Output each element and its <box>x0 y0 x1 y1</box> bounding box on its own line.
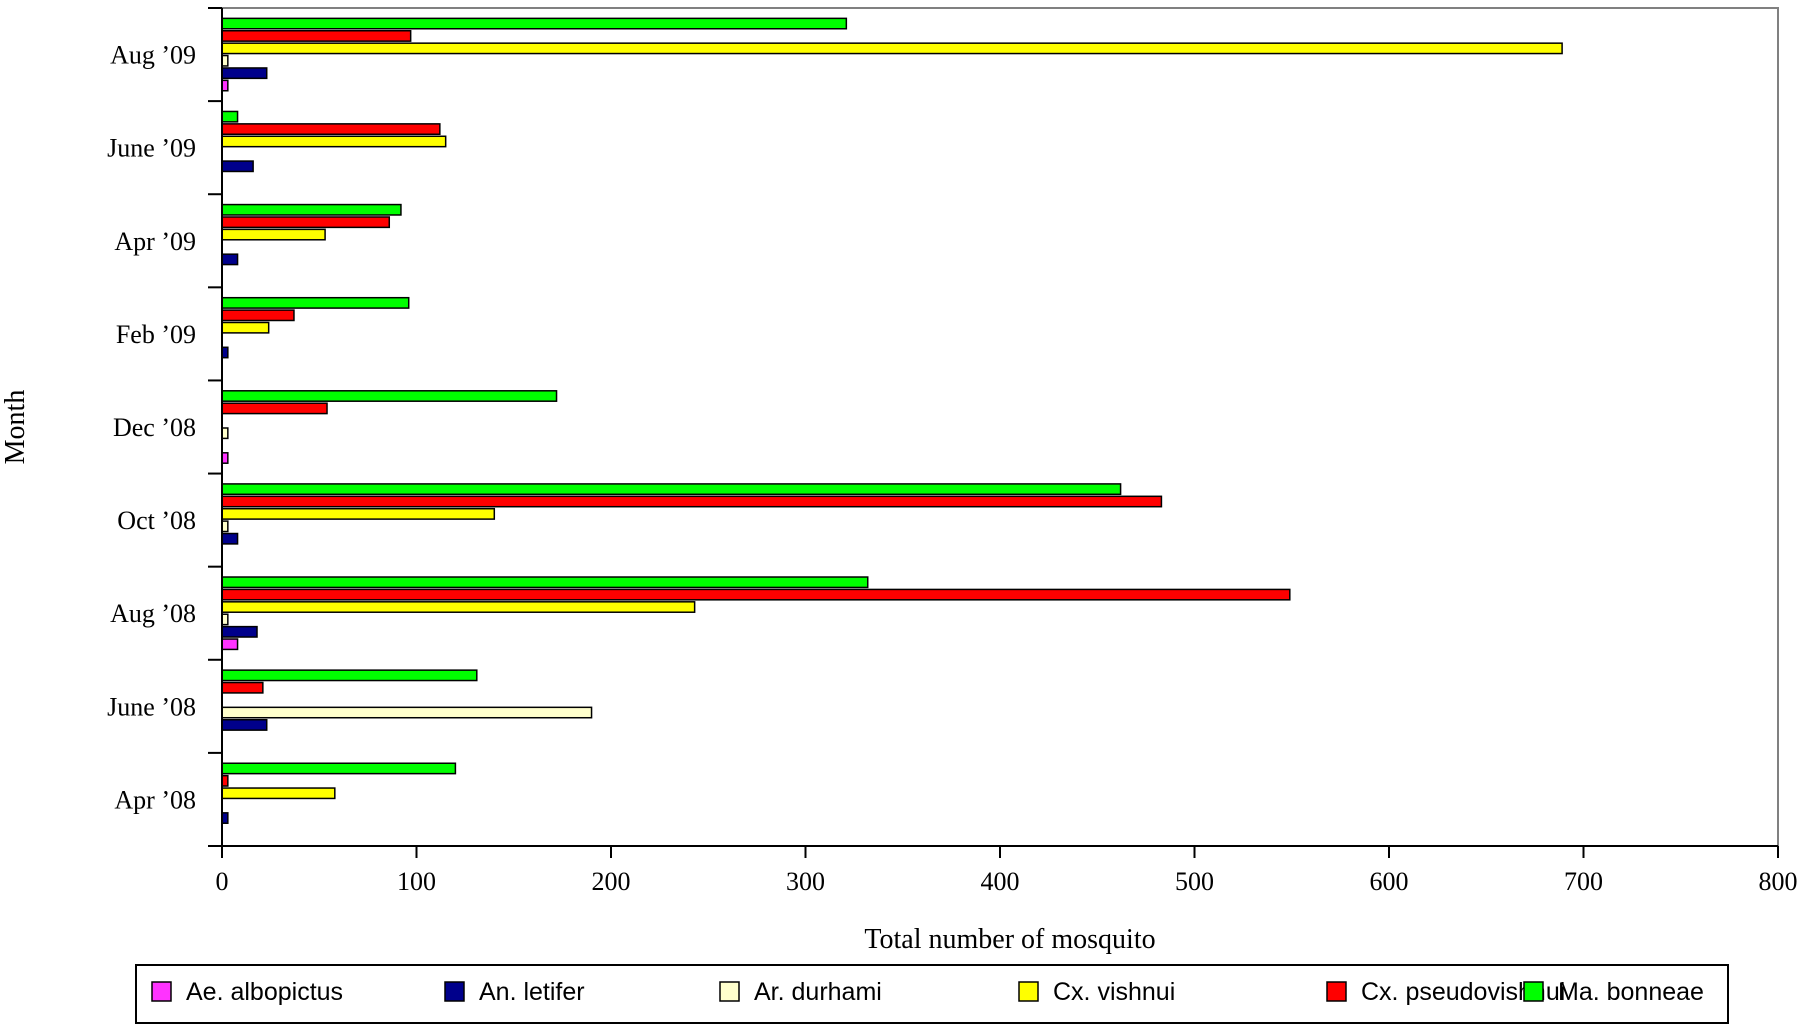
x-tick-label: 100 <box>397 867 436 896</box>
plot-area <box>221 7 1779 847</box>
bar-cx-pseudovishnui <box>221 309 295 322</box>
bars <box>221 17 1563 824</box>
bar-ma-bonneae <box>221 110 239 123</box>
bar-ma-bonneae <box>221 576 869 589</box>
y-tick-label: Apr ’09 <box>114 227 196 256</box>
x-tick-label: 500 <box>1175 867 1214 896</box>
legend-swatch-ar-durhami <box>719 981 740 1002</box>
bar-cx-pseudovishnui <box>221 588 1291 601</box>
bar-cx-pseudovishnui <box>221 216 391 229</box>
bar-cx-pseudovishnui <box>221 402 328 415</box>
legend-swatch-ae-albopictus <box>151 981 172 1002</box>
x-axis: 0 100 200 300 400 500 600 700 800 <box>216 845 1798 896</box>
bar-ae-albopictus <box>221 638 239 651</box>
y-tick-label: Aug ’08 <box>110 599 196 628</box>
x-tick-label: 700 <box>1564 867 1603 896</box>
bar-ma-bonneae <box>221 483 1122 496</box>
bar-ma-bonneae <box>221 17 848 30</box>
legend-label-ae-albopictus: Ae. albopictus <box>186 978 343 1006</box>
bar-ma-bonneae <box>221 390 558 402</box>
bar-an-letifer <box>221 67 268 80</box>
bar-an-letifer <box>221 532 239 545</box>
bar-cx-vishnui <box>221 228 326 241</box>
legend-swatch-cx-vishnui <box>1018 981 1039 1002</box>
y-tick-label: June ’09 <box>107 134 196 163</box>
plot-frame <box>221 7 1779 847</box>
y-axis-title: Month <box>0 390 31 465</box>
bar-cx-vishnui <box>221 135 447 148</box>
legend-box <box>135 964 1729 1024</box>
x-tick-label: 300 <box>786 867 825 896</box>
x-tick-label: 600 <box>1370 867 1409 896</box>
bar-cx-pseudovishnui <box>221 681 264 694</box>
y-tick-label: Aug ’09 <box>110 41 196 70</box>
bar-cx-pseudovishnui <box>221 495 1163 508</box>
bar-ma-bonneae <box>221 296 410 309</box>
legend-label-ma-bonneae: Ma. bonneae <box>1558 978 1704 1006</box>
y-tick-label: Oct ’08 <box>117 506 196 535</box>
legend-swatch-an-letifer <box>444 981 465 1002</box>
bar-ma-bonneae <box>221 762 457 775</box>
y-tick-label: Apr ’08 <box>114 785 196 814</box>
bar-an-letifer <box>221 625 258 638</box>
legend-swatch-cx-pseudovishnui <box>1326 981 1347 1002</box>
x-tick-label: 800 <box>1759 867 1798 896</box>
bar-ar-durhami <box>221 706 593 719</box>
x-tick-label: 200 <box>592 867 631 896</box>
legend-label-an-letifer: An. letifer <box>479 978 585 1006</box>
x-tick-label: 400 <box>981 867 1020 896</box>
bar-an-letifer <box>221 253 239 266</box>
legend-swatch-ma-bonneae <box>1523 981 1544 1002</box>
y-tick-label: Dec ’08 <box>113 413 196 442</box>
bar-cx-vishnui <box>221 601 696 613</box>
y-tick-label: Feb ’09 <box>116 320 196 349</box>
bar-an-letifer <box>221 718 268 731</box>
x-tick-label: 0 <box>216 867 229 896</box>
y-axis: Apr ’08 June ’08 Aug ’08 Oct ’08 Dec ’08 Feb … <box>107 7 223 847</box>
bar-cx-vishnui <box>221 42 1563 55</box>
legend-label-cx-vishnui: Cx. vishnui <box>1053 978 1175 1006</box>
bar-cx-vishnui <box>221 787 336 800</box>
bar-cx-pseudovishnui <box>221 123 441 136</box>
bar-ma-bonneae <box>221 669 478 682</box>
y-tick-label: June ’08 <box>107 692 196 721</box>
x-axis-title: Total number of mosquito <box>864 924 1155 955</box>
bar-cx-vishnui <box>221 321 270 334</box>
legend-label-ar-durhami: Ar. durhami <box>754 978 882 1006</box>
bar-cx-vishnui <box>221 507 496 520</box>
legend: Ae. albopictus An. letifer Ar. durhami Cx. … <box>135 964 1729 1024</box>
bar-ma-bonneae <box>221 203 402 216</box>
bar-an-letifer <box>221 160 254 173</box>
bar-cx-pseudovishnui <box>221 30 412 42</box>
